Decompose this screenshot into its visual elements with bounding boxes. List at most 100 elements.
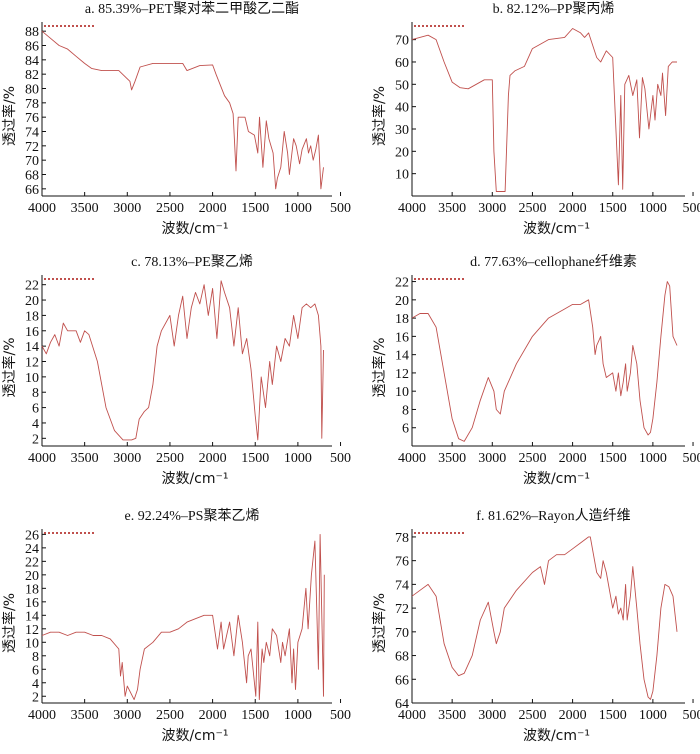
x-tick-label: 3500 <box>71 201 99 216</box>
x-tick-label: 3500 <box>438 708 466 723</box>
y-tick-label: 20 <box>395 294 409 309</box>
spectrum-line <box>41 30 324 190</box>
y-tick-label: 16 <box>395 330 409 345</box>
x-tick-label: 4000 <box>28 451 56 466</box>
chart-panel-1: a. 85.39%–PET聚对苯二甲酸乙二酯 666870727476788082… <box>1 0 351 237</box>
y-tick-label: 60 <box>395 56 409 71</box>
y-tick-label: 14 <box>25 340 39 355</box>
x-tick-label: 4000 <box>28 708 56 723</box>
x-tick-label: 1000 <box>639 708 667 723</box>
spectrum-line <box>411 281 678 442</box>
y-tick-label: 4 <box>32 677 39 692</box>
y-tick-label: 26 <box>25 528 39 543</box>
y-tick-label: 6 <box>402 422 409 437</box>
x-tick-label: 3500 <box>438 451 466 466</box>
x-tick-label: 2500 <box>156 201 184 216</box>
y-tick-label: 68 <box>395 650 409 665</box>
x-tick-label: 1500 <box>241 201 269 216</box>
x-tick-label: 1000 <box>639 201 667 216</box>
y-tick-label: 16 <box>25 596 39 611</box>
y-tick-label: 40 <box>395 101 409 116</box>
chart-title: d. 77.63%–cellophane纤维素 <box>470 254 637 270</box>
y-tick-label: 2 <box>32 690 39 705</box>
x-tick-label: 500 <box>683 201 700 216</box>
y-tick-label: 14 <box>25 609 39 624</box>
y-tick-label: 10 <box>25 636 39 651</box>
y-tick-label: 68 <box>25 169 39 184</box>
x-tick-label: 1000 <box>284 201 312 216</box>
chart-title: e. 92.24%–PS聚苯乙烯 <box>125 507 260 524</box>
chart-title: c. 78.13%–PE聚乙烯 <box>131 254 253 270</box>
x-tick-label: 1500 <box>599 708 627 723</box>
x-axis-label: 波数/cm⁻¹ <box>523 728 590 744</box>
y-axis-label: 透过率/% <box>1 337 18 397</box>
y-tick-label: 74 <box>395 578 409 593</box>
y-tick-label: 76 <box>25 111 39 126</box>
x-tick-label: 3000 <box>478 708 506 723</box>
x-tick-label: 1000 <box>639 451 667 466</box>
x-tick-label: 500 <box>330 201 351 216</box>
y-tick-label: 20 <box>25 569 39 584</box>
x-tick-label: 500 <box>330 451 351 466</box>
chart-panel-5: e. 92.24%–PS聚苯乙烯246810121416182022242640… <box>1 507 351 744</box>
y-tick-label: 8 <box>402 403 409 418</box>
y-tick-label: 88 <box>25 25 39 40</box>
chart-title: f. 81.62%–Rayon人造纤维 <box>476 508 630 524</box>
x-tick-label: 2000 <box>559 201 587 216</box>
x-tick-label: 2000 <box>199 451 227 466</box>
chart-title: a. 85.39%–PET聚对苯二甲酸乙二酯 <box>85 0 299 17</box>
x-tick-label: 1000 <box>284 708 312 723</box>
y-tick-label: 4 <box>32 417 39 432</box>
x-tick-label: 3000 <box>478 451 506 466</box>
y-tick-label: 78 <box>25 97 39 112</box>
y-tick-label: 22 <box>395 276 409 291</box>
y-tick-label: 74 <box>25 126 39 141</box>
spectrum-line <box>41 280 324 441</box>
chart-panel-2: b. 82.12%–PP聚丙烯 10 20 30 40 50 60 70 4000 3500 300… <box>371 1 700 237</box>
y-tick-label: 10 <box>25 371 39 386</box>
y-tick-label: 12 <box>395 367 409 382</box>
x-tick-label: 1500 <box>599 201 627 216</box>
x-tick-label: 2500 <box>156 708 184 723</box>
y-tick-label: 6 <box>32 663 39 678</box>
y-tick-label: 30 <box>395 123 409 138</box>
x-tick-label: 2000 <box>199 201 227 216</box>
x-tick-label: 3000 <box>113 708 141 723</box>
y-tick-label: 70 <box>395 626 409 641</box>
x-tick-label: 2500 <box>518 201 546 216</box>
y-axis-label: 透过率/% <box>1 86 18 146</box>
spectrum-line <box>411 28 677 192</box>
y-tick-label: 80 <box>25 83 39 98</box>
x-tick-label: 2500 <box>518 451 546 466</box>
y-tick-label: 64 <box>395 697 409 712</box>
y-tick-label: 24 <box>25 542 39 557</box>
x-tick-label: 3000 <box>113 201 141 216</box>
y-tick-label: 72 <box>25 140 39 155</box>
x-tick-label: 3500 <box>71 708 99 723</box>
y-tick-label: 70 <box>25 154 39 169</box>
x-tick-label: 4000 <box>398 708 426 723</box>
y-tick-label: 82 <box>25 68 39 83</box>
x-tick-label: 3500 <box>438 201 466 216</box>
y-tick-label: 84 <box>25 54 39 69</box>
x-axis-label: 波数/cm⁻¹ <box>161 221 228 237</box>
y-tick-label: 6 <box>32 402 39 417</box>
x-tick-label: 2000 <box>559 451 587 466</box>
y-tick-label: 70 <box>395 34 409 49</box>
y-axis-label: 透过率/% <box>371 86 388 146</box>
x-axis-label: 波数/cm⁻¹ <box>523 471 590 487</box>
y-tick-label: 16 <box>25 325 39 340</box>
y-tick-label: 2 <box>32 432 39 447</box>
x-tick-label: 500 <box>683 451 700 466</box>
y-tick-label: 22 <box>25 279 39 294</box>
x-tick-label: 2000 <box>199 708 227 723</box>
x-tick-label: 2500 <box>156 451 184 466</box>
x-tick-label: 3000 <box>113 451 141 466</box>
x-axis-label: 波数/cm⁻¹ <box>161 728 228 744</box>
y-tick-label: 22 <box>25 555 39 570</box>
y-tick-label: 20 <box>25 294 39 309</box>
y-axis-label: 透过率/% <box>1 593 18 653</box>
y-tick-label: 10 <box>395 168 409 183</box>
